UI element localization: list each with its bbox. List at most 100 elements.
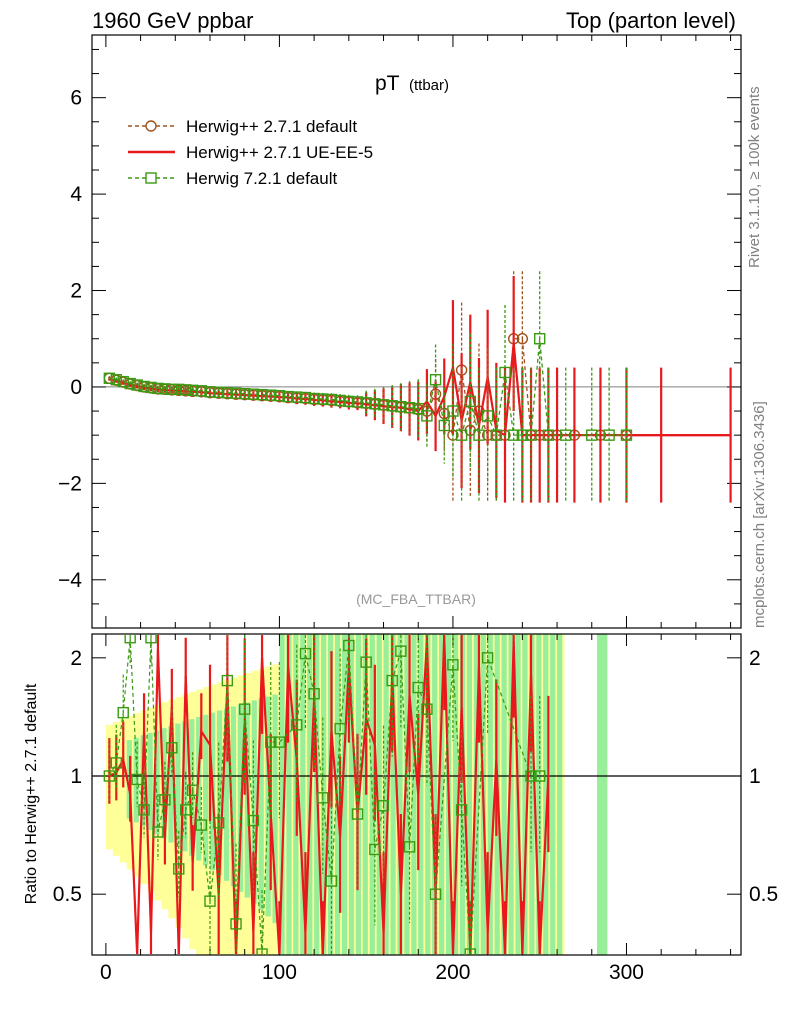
- data-point: [273, 389, 286, 402]
- x-tick-label: 300: [609, 961, 644, 984]
- data-point: [212, 386, 225, 398]
- data-point: [412, 681, 424, 694]
- green-band: [473, 634, 479, 955]
- green-band: [203, 714, 209, 866]
- data-point: [560, 429, 572, 441]
- data-point: [620, 429, 633, 441]
- data-point: [145, 634, 157, 644]
- data-point: [325, 875, 338, 887]
- data-point: [351, 396, 364, 408]
- data-point: [239, 387, 251, 400]
- green-band: [341, 634, 348, 955]
- series-line: [108, 634, 550, 955]
- green-band: [529, 634, 535, 955]
- data-point: [265, 389, 277, 401]
- data-point: [117, 706, 129, 719]
- data-point: [507, 429, 520, 441]
- data-point: [473, 429, 485, 441]
- data-point: [464, 948, 476, 955]
- data-point: [369, 398, 381, 410]
- legend-marker: [145, 120, 157, 132]
- ratio-series-2: [103, 634, 546, 955]
- green-band: [196, 716, 202, 861]
- data-point: [186, 384, 199, 397]
- data-point: [334, 722, 346, 735]
- data-point: [455, 429, 468, 441]
- y-tick-label: 1: [70, 765, 82, 788]
- data-point: [180, 804, 192, 816]
- data-point: [308, 688, 320, 700]
- data-point: [516, 333, 529, 345]
- green-band: [452, 634, 459, 955]
- data-point: [180, 384, 192, 396]
- data-point: [230, 918, 242, 930]
- plot-frame: [91, 34, 742, 629]
- data-point: [317, 393, 329, 405]
- data-point: [131, 379, 143, 391]
- y-tick-label: 6: [70, 87, 82, 110]
- data-point: [159, 794, 171, 806]
- data-point: [145, 381, 157, 394]
- green-band: [133, 737, 139, 823]
- data-point: [195, 819, 208, 831]
- green-band: [487, 634, 493, 955]
- data-point: [603, 429, 615, 441]
- green-band: [168, 725, 174, 843]
- green-band: [223, 708, 230, 881]
- data-point: [299, 391, 312, 404]
- data-point: [230, 387, 242, 399]
- green-band: [286, 634, 292, 955]
- data-point: [377, 399, 390, 411]
- green-band: [348, 634, 355, 955]
- data-point: [221, 387, 234, 399]
- green-band: [439, 634, 445, 955]
- data-point: [247, 814, 260, 827]
- ratio-plot: 0 100 200 300 0.5 0.5 1 1 2 2 Ratio to Herwig++ 2.…: [23, 633, 778, 984]
- data-point: [117, 375, 129, 388]
- chart-title-sub: (ttbar): [409, 77, 449, 94]
- data-point: [395, 645, 407, 657]
- data-point: [186, 784, 199, 796]
- ratio-ylabel: Ratio to Herwig++ 2.7.1 default: [23, 683, 40, 904]
- series-3: [103, 271, 633, 503]
- green-band: [508, 634, 514, 955]
- data-point: [166, 742, 178, 754]
- green-band: [543, 634, 549, 955]
- data-point: [429, 374, 442, 386]
- data-point: [256, 948, 268, 955]
- data-point: [360, 397, 372, 409]
- data-point: [173, 863, 185, 875]
- data-point: [464, 395, 476, 408]
- data-point: [273, 736, 286, 748]
- green-band: [397, 634, 403, 955]
- data-point: [542, 429, 555, 441]
- y-tick-label: 2: [70, 647, 82, 670]
- green-band: [425, 634, 431, 955]
- green-band: [175, 723, 181, 847]
- y-tick-label: 4: [70, 183, 82, 206]
- data-point: [212, 817, 225, 829]
- y-tick-label-right: 2: [749, 647, 761, 670]
- green-band: [147, 732, 153, 831]
- green-band: [550, 634, 556, 955]
- series-2: [108, 276, 732, 503]
- green-band: [432, 634, 438, 955]
- y-tick-label: −2: [58, 472, 82, 495]
- legend-label: Herwig++ 2.7.1 UE-EE-5: [186, 143, 373, 162]
- plot-frame: [91, 633, 742, 956]
- y-tick-label: 0.5: [53, 883, 82, 906]
- data-point: [386, 674, 398, 687]
- data-point: [429, 888, 442, 900]
- data-point: [351, 808, 364, 820]
- green-band: [189, 719, 195, 856]
- data-point: [138, 380, 150, 393]
- green-band: [418, 634, 424, 955]
- green-band: [279, 634, 285, 955]
- header-left: 1960 GeV ppbar: [92, 8, 254, 33]
- data-point: [291, 391, 303, 403]
- legend-label: Herwig 7.2.1 default: [186, 169, 337, 188]
- green-band: [272, 694, 278, 924]
- data-point: [412, 402, 424, 415]
- y-tick-label: −4: [58, 569, 82, 592]
